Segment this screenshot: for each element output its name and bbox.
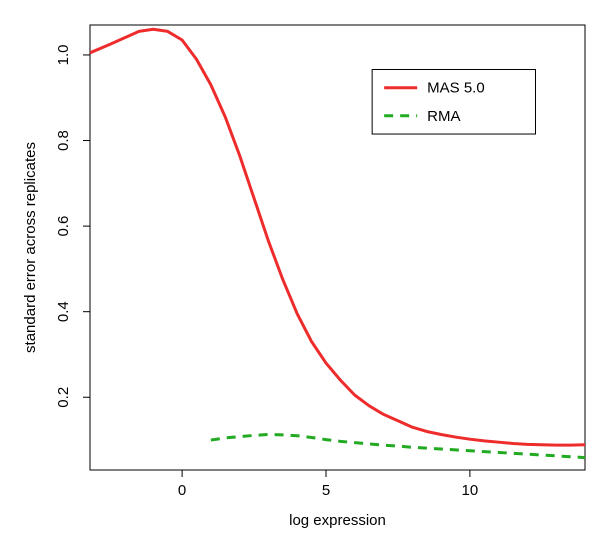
y-tick-label: 0.4 <box>55 301 72 322</box>
x-tick-label: 0 <box>178 482 186 499</box>
chart-container: 0 5 10 0.2 0.4 0.6 0.8 1.0 log expression standar… <box>0 0 612 545</box>
chart-svg: 0 5 10 0.2 0.4 0.6 0.8 1.0 log expression standar… <box>0 0 612 545</box>
x-tick-label: 10 <box>462 482 479 499</box>
x-tick-label: 5 <box>322 482 330 499</box>
y-tick-label: 0.8 <box>55 130 72 151</box>
legend-label: RMA <box>427 108 460 125</box>
y-axis-label: standard error across replicates <box>22 142 39 353</box>
y-tick-label: 0.2 <box>55 387 72 408</box>
y-tick-label: 0.6 <box>55 216 72 237</box>
legend-label: MAS 5.0 <box>427 80 485 97</box>
y-tick-label: 1.0 <box>55 45 72 66</box>
x-axis-label: log expression <box>289 512 386 529</box>
